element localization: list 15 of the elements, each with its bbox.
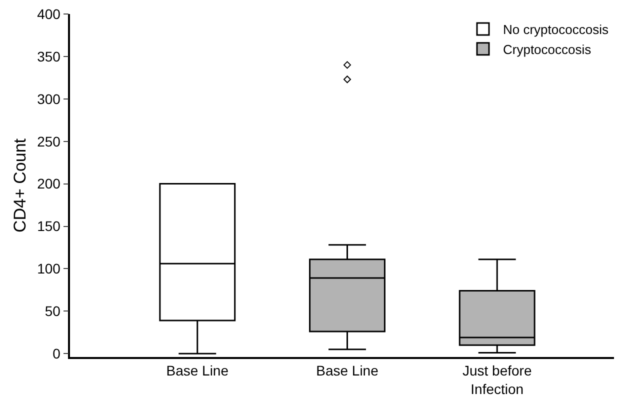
- y-tick-label: 150: [37, 218, 61, 234]
- y-tick-label: 100: [37, 260, 61, 277]
- legend-label: Cryptococcosis: [503, 42, 592, 57]
- y-tick-label: 400: [37, 6, 61, 22]
- y-tick-label: 250: [37, 133, 61, 150]
- y-tick-label: 300: [37, 90, 61, 107]
- legend-label: No cryptococcosis: [503, 22, 609, 38]
- y-tick-label: 200: [37, 176, 61, 192]
- x-tick-label: Base Line: [166, 362, 229, 379]
- x-tick-label: Base Line: [316, 362, 379, 379]
- y-tick-label: 350: [37, 48, 61, 64]
- x-tick-label: Just before Infection: [462, 362, 532, 397]
- y-tick-label: 50: [44, 303, 61, 320]
- y-tick-label: 0: [52, 346, 61, 362]
- y-axis-title: CD4+ Count: [10, 138, 30, 233]
